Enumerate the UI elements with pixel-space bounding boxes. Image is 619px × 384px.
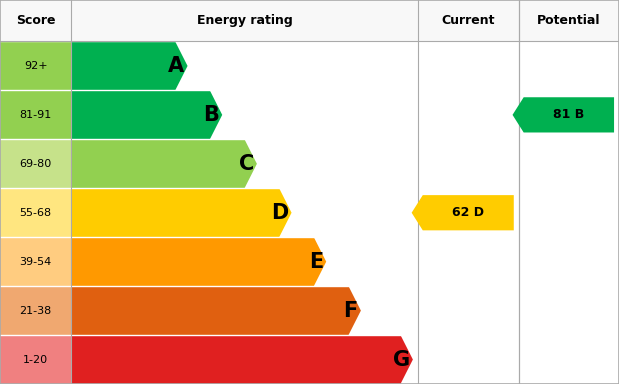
Text: Score: Score (16, 14, 55, 27)
Text: 62 D: 62 D (452, 206, 484, 219)
Text: 81 B: 81 B (553, 108, 584, 121)
Polygon shape (71, 188, 292, 237)
Text: C: C (238, 154, 254, 174)
Bar (0, 237, 71, 286)
Text: 81-91: 81-91 (19, 110, 52, 120)
Polygon shape (71, 335, 413, 384)
Text: Potential: Potential (537, 14, 600, 27)
Text: G: G (392, 349, 410, 369)
Polygon shape (71, 41, 188, 90)
Text: 92+: 92+ (24, 61, 48, 71)
Bar (0, 41, 71, 90)
Text: D: D (271, 203, 288, 223)
Text: 21-38: 21-38 (19, 306, 52, 316)
Text: 55-68: 55-68 (20, 208, 51, 218)
Text: A: A (168, 56, 184, 76)
Text: F: F (344, 301, 358, 321)
Bar (0, 335, 71, 384)
Text: Current: Current (441, 14, 495, 27)
Text: 39-54: 39-54 (19, 257, 52, 266)
Polygon shape (513, 97, 614, 132)
Bar (0, 286, 71, 335)
Bar (0, 90, 71, 139)
Bar (0, 139, 71, 188)
Text: 69-80: 69-80 (19, 159, 52, 169)
Text: 1-20: 1-20 (23, 354, 48, 364)
Text: B: B (203, 105, 219, 125)
Text: Energy rating: Energy rating (197, 14, 292, 27)
Text: E: E (309, 252, 323, 271)
Polygon shape (71, 237, 326, 286)
Polygon shape (71, 90, 222, 139)
Polygon shape (71, 139, 257, 188)
Polygon shape (71, 286, 361, 335)
Polygon shape (412, 195, 514, 230)
Bar (0, 0, 619, 41)
Bar (0, 188, 71, 237)
